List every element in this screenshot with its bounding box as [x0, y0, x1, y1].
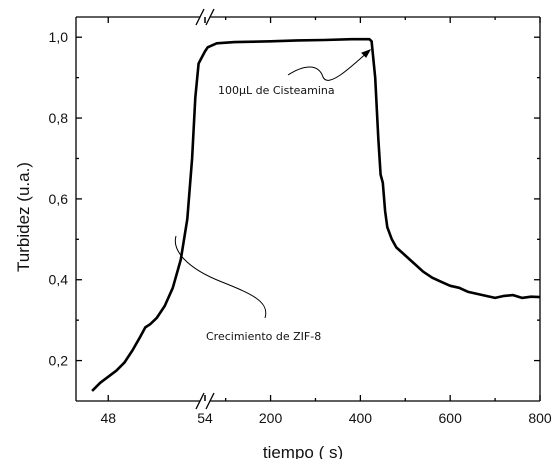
y-tick-label: 0,6 — [49, 191, 69, 207]
x-tick-label: 54 — [197, 410, 213, 426]
y-axis-label: Turbidez (u.a.) — [14, 162, 33, 272]
series-layer — [91, 37, 541, 392]
x-tick-label: 600 — [439, 410, 463, 426]
annotation-cisteamina: 100µL de Cisteamina — [218, 84, 335, 97]
x-tick-label: 48 — [100, 410, 116, 426]
annotations-layer: 100µL de Cisteamina Crecimiento de ZIF-8 — [174, 49, 372, 343]
x-tick-label: 200 — [259, 410, 283, 426]
y-tick-label: 1,0 — [49, 29, 69, 45]
x-tick-label: 800 — [528, 410, 552, 426]
y-tick-label: 0,2 — [49, 353, 69, 369]
crecimiento-pointer-line — [174, 235, 267, 319]
x-tick-label: 400 — [349, 410, 373, 426]
x-axis-label: tiempo ( s) — [263, 443, 343, 459]
annotation-crecimiento: Crecimiento de ZIF-8 — [206, 330, 321, 343]
cisteamina-arrow — [287, 49, 371, 81]
turbidity-series-line-1 — [91, 37, 541, 392]
axes: 0,2 0,4 0,6 0,8 1,0 48 54 200 400 600 800 — [49, 8, 552, 426]
bottom-break-mark-2 — [205, 392, 215, 410]
y-tick-label: 0,8 — [49, 110, 69, 126]
y-tick-label: 0,4 — [49, 272, 69, 288]
top-break-mark-1 — [195, 8, 205, 26]
bottom-break-mark-1 — [195, 392, 205, 410]
cisteamina-arrowhead — [361, 49, 372, 58]
top-break-mark-2 — [205, 8, 215, 26]
